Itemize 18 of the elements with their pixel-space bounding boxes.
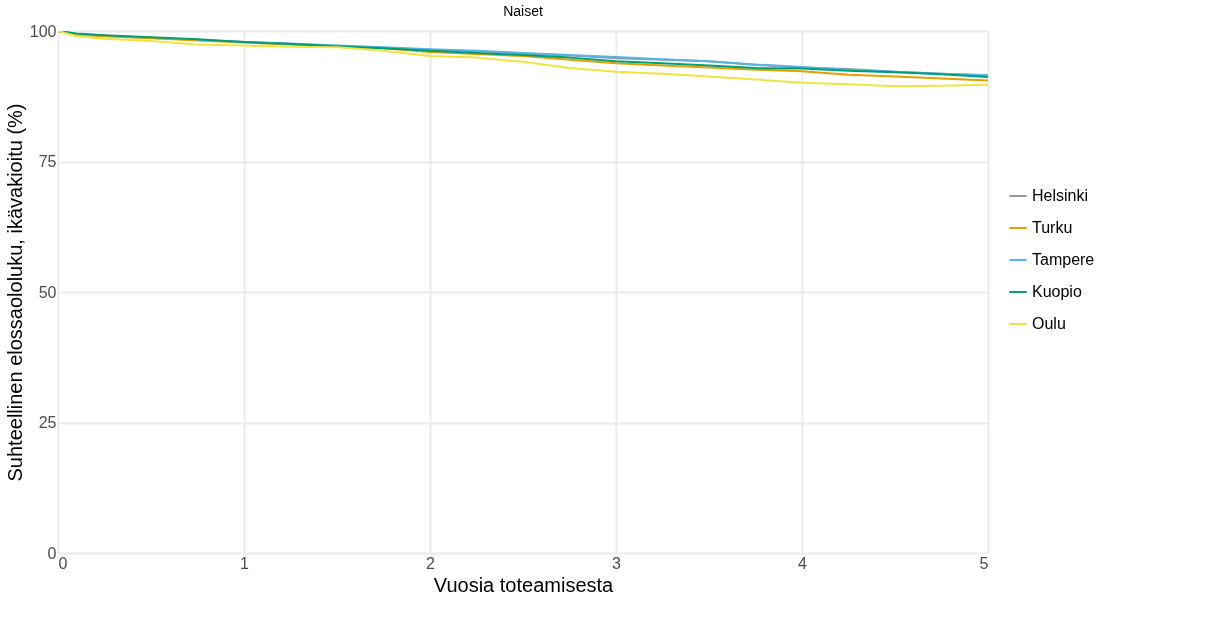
chart-title: Naiset — [503, 3, 543, 19]
y-tick-label: 75 — [38, 153, 57, 170]
legend-label: Kuopio — [1032, 283, 1082, 300]
x-tick-label: 5 — [979, 554, 989, 572]
y-axis-title: Suhteellinen elossaololuku, ikävakioitu (%) — [3, 103, 26, 482]
x-tick-label: 4 — [798, 554, 808, 572]
y-tick-label: 50 — [38, 283, 57, 301]
x-tick-label: 0 — [58, 554, 68, 572]
y-tick-label: 25 — [38, 414, 57, 431]
legend-label: Helsinki — [1032, 187, 1089, 204]
y-tick-label: 100 — [29, 22, 57, 40]
legend-label: Oulu — [1032, 315, 1066, 332]
x-tick-label: 3 — [612, 554, 622, 572]
legend-label: Tampere — [1032, 251, 1095, 268]
x-axis-title: Vuosia toteamisesta — [433, 573, 615, 596]
legend-label: Turku — [1032, 219, 1073, 236]
x-tick-label: 2 — [426, 554, 436, 572]
x-tick-label: 1 — [240, 554, 250, 572]
